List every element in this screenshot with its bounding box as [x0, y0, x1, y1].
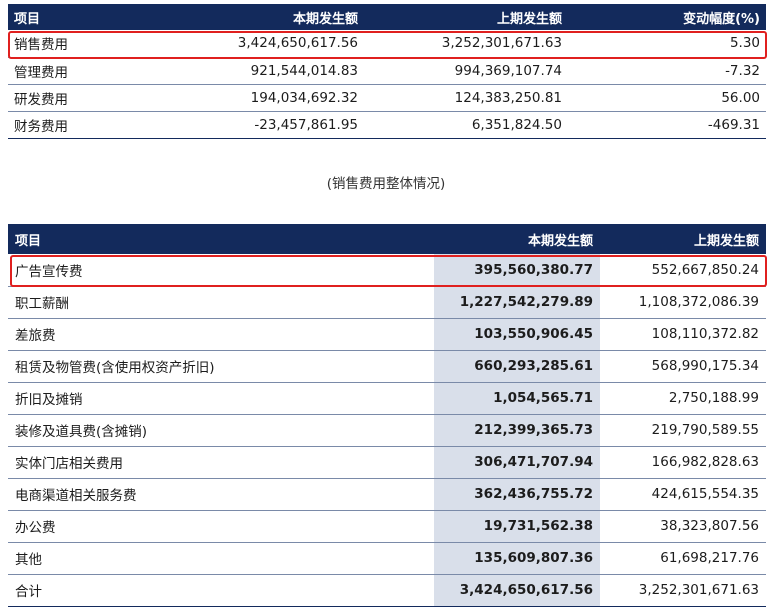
column-header-item: 项目 [8, 4, 198, 30]
prior-value: 124,383,250.81 [364, 84, 568, 112]
table-row: 销售费用 3,424,650,617.56 3,252,301,671.63 5… [8, 30, 766, 58]
prior-value: 2,750,188.99 [600, 382, 766, 415]
row-label: 差旅费 [8, 318, 434, 351]
current-value: 660,293,285.61 [434, 350, 600, 383]
row-label: 职工薪酬 [8, 286, 434, 319]
table-caption: (销售费用整体情况) [326, 176, 446, 192]
change-value: 56.00 [568, 84, 766, 112]
table-row: 管理费用 921,544,014.83 994,369,107.74 -7.32 [8, 57, 766, 85]
current-value: 306,471,707.94 [434, 446, 600, 479]
prior-value: 994,369,107.74 [364, 57, 568, 85]
current-value: 194,034,692.32 [198, 84, 364, 112]
prior-value: 166,982,828.63 [600, 446, 766, 479]
column-header-item: 项目 [8, 224, 434, 254]
current-value: 103,550,906.45 [434, 318, 600, 351]
row-label: 装修及道具费(含摊销) [8, 414, 434, 447]
current-value: 135,609,807.36 [434, 542, 600, 575]
table-header-row: 项目 本期发生额 上期发生额 变动幅度(%) [8, 4, 766, 30]
prior-value: 568,990,175.34 [600, 350, 766, 383]
prior-value: 108,110,372.82 [600, 318, 766, 351]
column-header-prior-period: 上期发生额 [600, 224, 766, 254]
prior-value: 6,351,824.50 [364, 111, 568, 139]
prior-value: 3,252,301,671.63 [600, 574, 766, 607]
row-label: 电商渠道相关服务费 [8, 478, 434, 511]
table-row: 差旅费 103,550,906.45 108,110,372.82 [8, 318, 766, 351]
current-value: 921,544,014.83 [198, 57, 364, 85]
table-header-row: 项目 本期发生额 上期发生额 [8, 224, 766, 254]
column-header-current-period: 本期发生额 [434, 224, 600, 254]
prior-value: 38,323,807.56 [600, 510, 766, 543]
current-value: -23,457,861.95 [198, 111, 364, 139]
column-header-current-period: 本期发生额 [198, 4, 364, 30]
current-value: 362,436,755.72 [434, 478, 600, 511]
current-value: 3,424,650,617.56 [198, 30, 364, 58]
row-label: 财务费用 [8, 111, 198, 139]
table-row: 职工薪酬 1,227,542,279.89 1,108,372,086.39 [8, 286, 766, 319]
current-value: 395,560,380.77 [434, 254, 600, 287]
current-value: 3,424,650,617.56 [434, 574, 600, 607]
current-value: 19,731,562.38 [434, 510, 600, 543]
prior-value: 1,108,372,086.39 [600, 286, 766, 319]
change-value: -7.32 [568, 57, 766, 85]
current-value: 1,054,565.71 [434, 382, 600, 415]
row-label: 管理费用 [8, 57, 198, 85]
row-label: 其他 [8, 542, 434, 575]
table-row: 租赁及物管费(含使用权资产折旧) 660,293,285.61 568,990,… [8, 350, 766, 383]
change-value: -469.31 [568, 111, 766, 139]
row-label: 合计 [8, 574, 434, 607]
prior-value: 3,252,301,671.63 [364, 30, 568, 58]
total-row: 合计 3,424,650,617.56 3,252,301,671.63 [8, 574, 766, 607]
prior-value: 61,698,217.76 [600, 542, 766, 575]
current-value: 212,399,365.73 [434, 414, 600, 447]
row-label: 销售费用 [8, 30, 198, 58]
table-row: 折旧及摊销 1,054,565.71 2,750,188.99 [8, 382, 766, 415]
table-row: 广告宣传费 395,560,380.77 552,667,850.24 [8, 254, 766, 287]
sales-expense-breakdown-table: 项目 本期发生额 上期发生额 广告宣传费 395,560,380.77 552,… [8, 224, 766, 607]
row-label: 折旧及摊销 [8, 382, 434, 415]
prior-value: 219,790,589.55 [600, 414, 766, 447]
row-label: 办公费 [8, 510, 434, 543]
prior-value: 552,667,850.24 [600, 254, 766, 287]
expense-summary-table: 项目 本期发生额 上期发生额 变动幅度(%) 销售费用 3,424,650,61… [8, 4, 766, 139]
row-label: 广告宣传费 [8, 254, 434, 287]
prior-value: 424,615,554.35 [600, 478, 766, 511]
row-label: 研发费用 [8, 84, 198, 112]
row-label: 实体门店相关费用 [8, 446, 434, 479]
table-row: 财务费用 -23,457,861.95 6,351,824.50 -469.31 [8, 111, 766, 139]
table-row: 实体门店相关费用 306,471,707.94 166,982,828.63 [8, 446, 766, 479]
change-value: 5.30 [568, 30, 766, 58]
table-row: 电商渠道相关服务费 362,436,755.72 424,615,554.35 [8, 478, 766, 511]
table-row: 装修及道具费(含摊销) 212,399,365.73 219,790,589.5… [8, 414, 766, 447]
table-row: 研发费用 194,034,692.32 124,383,250.81 56.00 [8, 84, 766, 112]
current-value: 1,227,542,279.89 [434, 286, 600, 319]
column-header-prior-period: 上期发生额 [364, 4, 568, 30]
table-row: 办公费 19,731,562.38 38,323,807.56 [8, 510, 766, 543]
table-row: 其他 135,609,807.36 61,698,217.76 [8, 542, 766, 575]
column-header-change-pct: 变动幅度(%) [568, 4, 766, 30]
row-label: 租赁及物管费(含使用权资产折旧) [8, 350, 434, 383]
